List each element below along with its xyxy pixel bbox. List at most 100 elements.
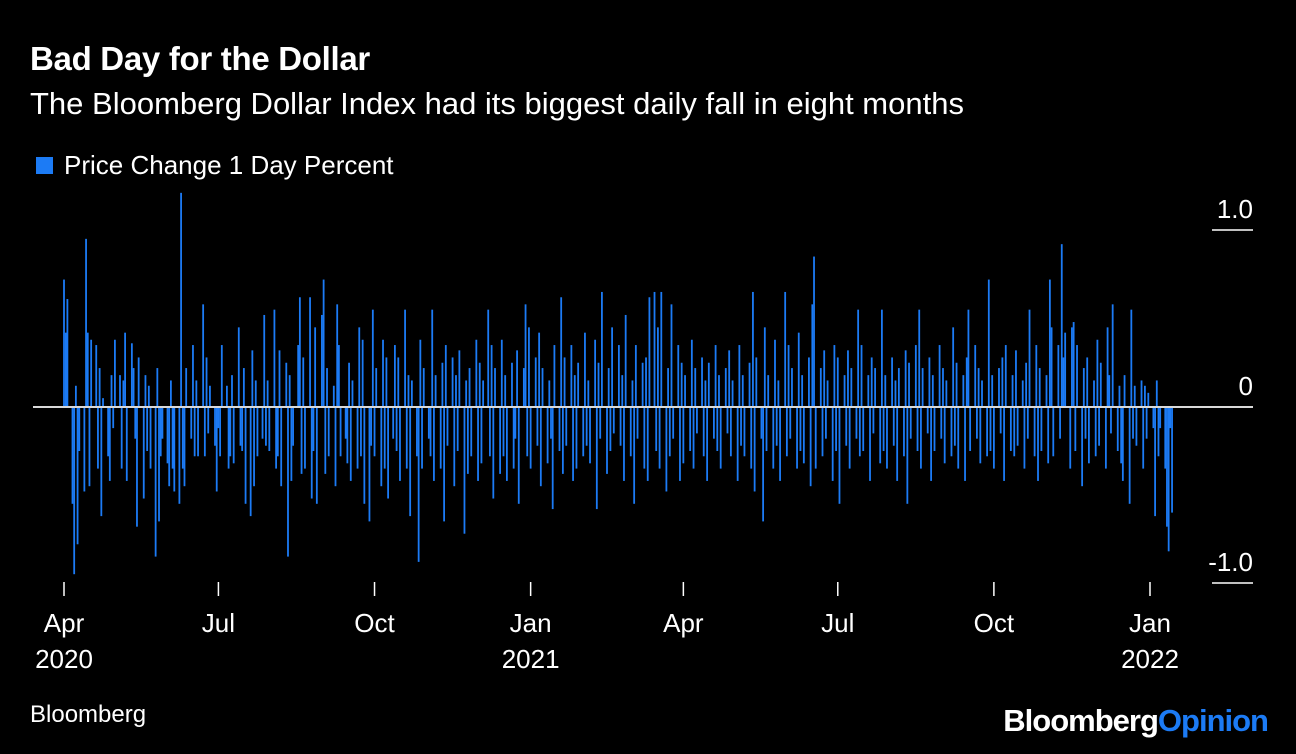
bar [629, 407, 632, 457]
bar [266, 380, 269, 407]
bar [132, 368, 135, 407]
bar [324, 407, 327, 474]
bar [886, 407, 888, 469]
bar [251, 350, 254, 407]
bar [891, 357, 893, 407]
bar [667, 368, 669, 407]
bar [609, 407, 612, 451]
bar [263, 314, 266, 407]
bar [702, 407, 705, 457]
bar [797, 332, 800, 407]
bar [444, 345, 447, 407]
bar [241, 407, 244, 451]
bar [98, 368, 101, 407]
bar [967, 309, 970, 407]
bar [1167, 407, 1170, 552]
bar [551, 407, 554, 510]
bar [253, 407, 255, 487]
bar [290, 407, 293, 481]
bar [1015, 350, 1017, 407]
bar [965, 357, 968, 407]
bar [1088, 407, 1090, 464]
bar [634, 345, 637, 407]
bar [657, 327, 659, 407]
bar [458, 350, 461, 407]
bar [1154, 407, 1156, 517]
bar [327, 407, 330, 457]
bar [1133, 385, 1136, 407]
bar [643, 407, 646, 469]
bar [728, 350, 731, 407]
bar [538, 332, 541, 407]
bar [541, 368, 544, 407]
bar [845, 407, 848, 446]
bar [110, 375, 113, 407]
bar [404, 309, 406, 407]
bar [1026, 407, 1029, 439]
bar [409, 407, 412, 517]
bar [344, 407, 347, 439]
bar [478, 362, 481, 407]
bar [1086, 357, 1089, 407]
bar [908, 362, 910, 407]
bar [1164, 407, 1167, 469]
bar [124, 332, 126, 407]
bar [237, 327, 240, 407]
bar [1004, 345, 1007, 407]
bar [76, 407, 79, 545]
bar [684, 375, 686, 407]
bar [1084, 407, 1087, 439]
bar [336, 304, 339, 407]
bar [125, 407, 128, 481]
bar [337, 345, 340, 407]
bar [823, 350, 826, 407]
bar [729, 407, 732, 457]
bar [419, 339, 422, 407]
bar [356, 407, 359, 469]
bar [202, 304, 205, 407]
bar [97, 407, 99, 469]
bar [833, 345, 836, 407]
bar [219, 407, 222, 457]
bar [1062, 357, 1065, 407]
bar [658, 407, 661, 469]
bar [392, 407, 395, 439]
bar [185, 368, 188, 407]
bar [332, 385, 335, 407]
bar [346, 407, 349, 464]
bar [380, 407, 383, 487]
bar [480, 407, 483, 464]
bar [265, 407, 267, 446]
y-tick-label: -1.0 [1208, 547, 1253, 577]
bar [813, 256, 815, 407]
bar [360, 407, 362, 457]
bar [1116, 407, 1119, 451]
bar [180, 192, 182, 407]
bar [767, 375, 770, 407]
bar [209, 385, 211, 407]
bar [1159, 407, 1162, 429]
bar [597, 362, 600, 407]
bar [166, 407, 169, 464]
bar [726, 407, 729, 434]
bar [220, 345, 223, 407]
bar [920, 407, 922, 469]
bar [1011, 375, 1014, 407]
bar [487, 309, 490, 407]
bar [83, 407, 86, 492]
bar [512, 407, 515, 469]
bar [1060, 244, 1063, 407]
bar [760, 407, 763, 439]
bar [992, 407, 995, 469]
bar [1076, 345, 1078, 407]
bar [646, 407, 649, 481]
bar [256, 407, 259, 457]
bar [315, 407, 318, 504]
bar [814, 407, 817, 469]
bar [268, 407, 271, 451]
bar [655, 407, 658, 451]
bar [843, 375, 846, 407]
bar [1069, 407, 1072, 469]
bar [193, 407, 196, 457]
bar [192, 345, 194, 407]
